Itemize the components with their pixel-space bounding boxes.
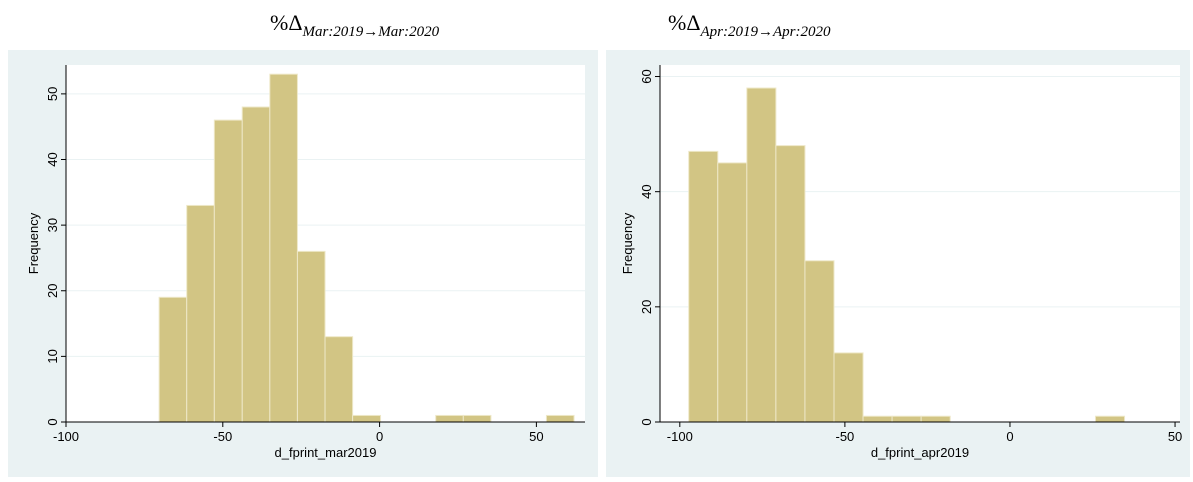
x-tick-label: -100 (53, 429, 79, 444)
bar (920, 415, 951, 423)
y-axis-label: Frequency (620, 212, 635, 274)
bar (833, 352, 864, 423)
x-tick-label: -50 (213, 429, 232, 444)
title-subscript: Mar:2019→Mar:2020 (301, 24, 439, 40)
bar (862, 415, 893, 423)
bar (717, 162, 748, 423)
bar (545, 414, 575, 423)
chart-title: %ΔMar:2019→Mar:2020 (270, 10, 440, 40)
x-tick-label: 0 (376, 429, 383, 444)
y-tick-label: 10 (45, 349, 60, 363)
bar (186, 204, 215, 423)
y-tick-label: 0 (45, 418, 60, 425)
x-tick-label: 50 (1168, 429, 1182, 444)
bar (688, 150, 719, 423)
bar (746, 87, 777, 423)
y-tick-label: 40 (639, 184, 654, 198)
y-tick-label: 20 (639, 300, 654, 314)
bar (775, 145, 806, 423)
bar (462, 414, 492, 423)
bar (435, 414, 464, 423)
bar (1094, 415, 1126, 423)
bar (269, 73, 298, 423)
bar (804, 260, 835, 423)
bar (158, 296, 188, 423)
y-tick-label: 50 (45, 87, 60, 101)
title-main: %Δ (270, 10, 302, 35)
y-tick-label: 40 (45, 152, 60, 166)
bar (891, 415, 922, 423)
chart-title: %ΔApr:2019→Apr:2020 (668, 10, 831, 40)
bar (241, 106, 271, 423)
title-main: %Δ (668, 10, 700, 35)
y-tick-label: 60 (639, 69, 654, 83)
x-axis-label: d_fprint_mar2019 (275, 445, 377, 460)
x-tick-label: 50 (529, 429, 543, 444)
x-tick-label: -100 (667, 429, 693, 444)
bar (213, 119, 243, 423)
x-tick-label: 0 (1006, 429, 1013, 444)
x-tick-label: -50 (835, 429, 854, 444)
x-axis-label: d_fprint_apr2019 (871, 445, 969, 460)
bar (352, 414, 382, 423)
y-tick-label: 0 (639, 418, 654, 425)
bar (296, 250, 326, 423)
y-tick-label: 20 (45, 284, 60, 298)
y-tick-label: 30 (45, 218, 60, 232)
title-subscript: Apr:2019→Apr:2020 (699, 24, 830, 40)
bar (324, 336, 354, 423)
y-axis-label: Frequency (26, 212, 41, 274)
